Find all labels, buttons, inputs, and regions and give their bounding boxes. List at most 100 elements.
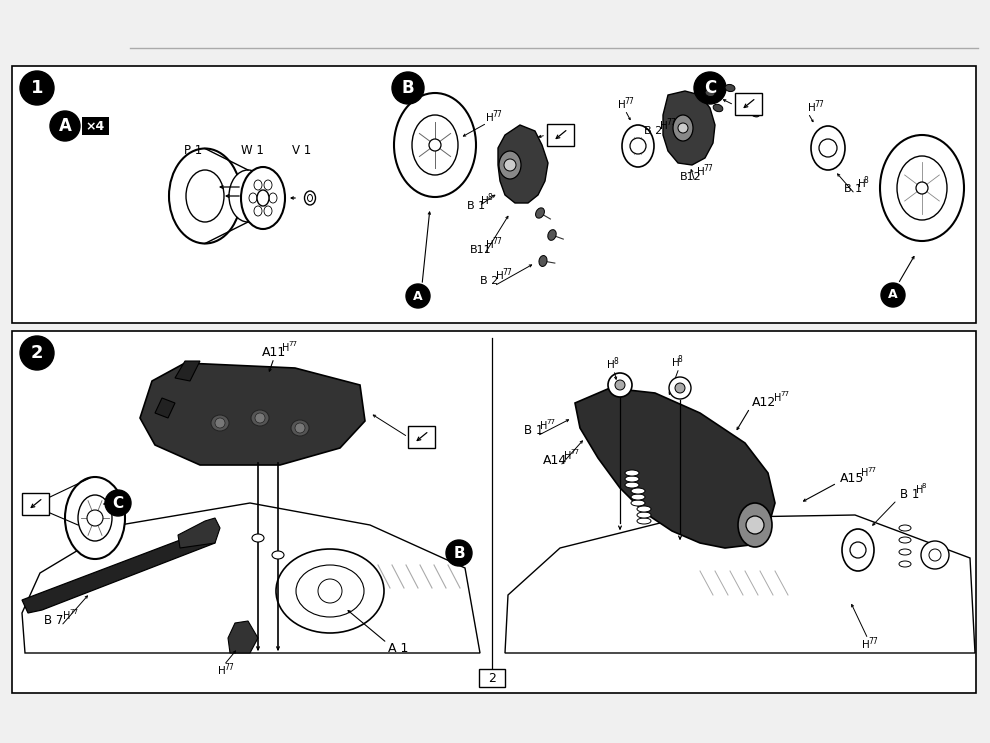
- Text: H: H: [861, 468, 868, 478]
- Ellipse shape: [272, 551, 284, 559]
- Ellipse shape: [880, 135, 964, 241]
- Text: 77: 77: [492, 110, 502, 119]
- Ellipse shape: [842, 529, 874, 571]
- Text: A11: A11: [262, 346, 286, 360]
- Polygon shape: [178, 518, 220, 548]
- Text: H: H: [486, 113, 494, 123]
- Text: B 2: B 2: [480, 276, 498, 286]
- Text: A 1: A 1: [388, 641, 408, 655]
- Circle shape: [615, 380, 625, 390]
- Circle shape: [921, 541, 949, 569]
- Text: H: H: [858, 179, 865, 189]
- Ellipse shape: [637, 512, 651, 518]
- Ellipse shape: [257, 190, 269, 206]
- Ellipse shape: [252, 534, 264, 542]
- Text: H: H: [564, 451, 571, 461]
- Text: A: A: [888, 288, 898, 302]
- Text: 8: 8: [678, 355, 683, 364]
- Text: 8: 8: [922, 484, 927, 490]
- Ellipse shape: [631, 488, 645, 494]
- Ellipse shape: [78, 495, 112, 541]
- Circle shape: [87, 510, 103, 526]
- Text: H: H: [540, 421, 547, 431]
- Text: H: H: [282, 343, 289, 353]
- Ellipse shape: [229, 170, 267, 222]
- Text: 77: 77: [666, 118, 676, 127]
- Text: P 1: P 1: [184, 144, 202, 158]
- Ellipse shape: [899, 525, 911, 531]
- Text: W 1: W 1: [241, 144, 263, 158]
- Text: B: B: [453, 545, 465, 560]
- Ellipse shape: [269, 193, 277, 203]
- Ellipse shape: [637, 518, 651, 524]
- Text: 1: 1: [31, 79, 44, 97]
- Bar: [82, 117, 109, 135]
- Circle shape: [255, 413, 265, 423]
- Text: 77: 77: [288, 342, 297, 348]
- Text: 77: 77: [69, 609, 78, 615]
- Ellipse shape: [725, 85, 735, 91]
- Polygon shape: [228, 621, 258, 653]
- Text: B12: B12: [680, 172, 702, 182]
- Text: A14: A14: [543, 455, 567, 467]
- Circle shape: [850, 542, 866, 558]
- Text: 8: 8: [613, 357, 618, 366]
- Text: H: H: [697, 167, 705, 177]
- Ellipse shape: [750, 109, 759, 117]
- Text: C: C: [113, 496, 124, 510]
- Text: 77: 77: [502, 268, 512, 277]
- Text: ×4: ×4: [85, 120, 105, 132]
- Circle shape: [669, 377, 691, 399]
- Ellipse shape: [673, 115, 693, 141]
- Polygon shape: [505, 515, 975, 653]
- Ellipse shape: [536, 208, 544, 218]
- Circle shape: [429, 139, 441, 151]
- Bar: [12, 66, 976, 323]
- Circle shape: [630, 138, 646, 154]
- Circle shape: [295, 423, 305, 433]
- Ellipse shape: [241, 167, 285, 229]
- Bar: [479, 669, 505, 687]
- Text: A15: A15: [840, 472, 864, 484]
- Circle shape: [881, 283, 905, 307]
- Circle shape: [105, 490, 131, 516]
- Polygon shape: [663, 91, 715, 165]
- Text: H: H: [672, 358, 680, 368]
- Polygon shape: [22, 531, 215, 613]
- Text: H: H: [218, 666, 226, 676]
- Ellipse shape: [308, 195, 313, 201]
- Polygon shape: [175, 361, 200, 381]
- Bar: [547, 124, 574, 146]
- Text: H: H: [607, 360, 615, 370]
- Text: 77: 77: [703, 164, 713, 173]
- Text: B11: B11: [470, 245, 492, 255]
- Ellipse shape: [631, 500, 645, 506]
- Text: B: B: [402, 79, 414, 97]
- Circle shape: [50, 111, 80, 141]
- Circle shape: [20, 71, 54, 105]
- Text: A: A: [413, 290, 423, 302]
- Text: 77: 77: [546, 420, 555, 426]
- Ellipse shape: [705, 89, 715, 97]
- Ellipse shape: [741, 94, 749, 102]
- Text: H: H: [862, 640, 870, 650]
- Text: 8: 8: [487, 193, 492, 202]
- Text: 77: 77: [492, 237, 502, 246]
- Circle shape: [746, 516, 764, 534]
- Ellipse shape: [264, 206, 272, 216]
- Circle shape: [916, 182, 928, 194]
- Text: H: H: [660, 121, 667, 131]
- Text: 77: 77: [780, 392, 789, 398]
- Text: 77: 77: [570, 450, 579, 455]
- Bar: [408, 426, 435, 448]
- Ellipse shape: [899, 537, 911, 543]
- Ellipse shape: [547, 230, 556, 240]
- Ellipse shape: [305, 191, 316, 205]
- Bar: [735, 93, 762, 115]
- Text: H: H: [618, 100, 626, 110]
- Circle shape: [504, 159, 516, 171]
- Text: A12: A12: [752, 397, 776, 409]
- Polygon shape: [140, 363, 365, 465]
- Ellipse shape: [625, 476, 639, 482]
- Ellipse shape: [738, 503, 772, 547]
